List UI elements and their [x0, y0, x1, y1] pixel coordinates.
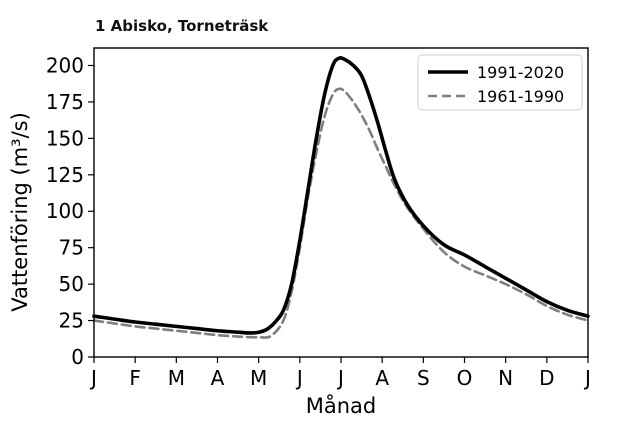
x-tick-label: J — [583, 366, 591, 390]
x-tick-label: N — [498, 366, 513, 390]
x-tick-label: O — [457, 366, 473, 390]
x-tick-label: M — [168, 366, 185, 390]
legend-label-1961-1990: 1961-1990 — [477, 87, 564, 106]
x-axis-label: Månad — [306, 393, 377, 418]
x-tick-label: A — [211, 366, 225, 390]
legend: 1991-2020 1961-1990 — [417, 54, 583, 111]
y-tick-label: 175 — [46, 90, 84, 114]
x-tick-label: J — [336, 366, 344, 390]
y-tick-label: 25 — [59, 309, 84, 333]
plot-lines — [92, 56, 590, 339]
y-axis-ticks: 0 25 50 75 100 125 150 175 200 — [46, 53, 94, 369]
x-tick-label: J — [89, 366, 97, 390]
x-tick-label: A — [375, 366, 389, 390]
y-tick-label: 125 — [46, 163, 84, 187]
x-tick-label: M — [250, 366, 267, 390]
y-tick-label: 200 — [46, 53, 84, 77]
series-line-1991-2020 — [92, 56, 590, 335]
x-tick-label: F — [129, 366, 141, 390]
y-tick-label: 100 — [46, 199, 84, 223]
x-tick-label: S — [417, 366, 430, 390]
y-axis-label: Vattenföring (m³/s) — [8, 112, 32, 312]
series-line-1961-1990 — [92, 87, 590, 339]
chart-title: 1 Abisko, Torneträsk — [95, 17, 269, 35]
y-tick-label: 50 — [59, 272, 84, 296]
x-tick-label: D — [539, 366, 554, 390]
y-tick-label: 75 — [59, 236, 84, 260]
y-tick-label: 0 — [71, 345, 84, 369]
legend-label-1991-2020: 1991-2020 — [477, 63, 564, 82]
y-tick-label: 150 — [46, 126, 84, 150]
x-tick-label: J — [295, 366, 303, 390]
